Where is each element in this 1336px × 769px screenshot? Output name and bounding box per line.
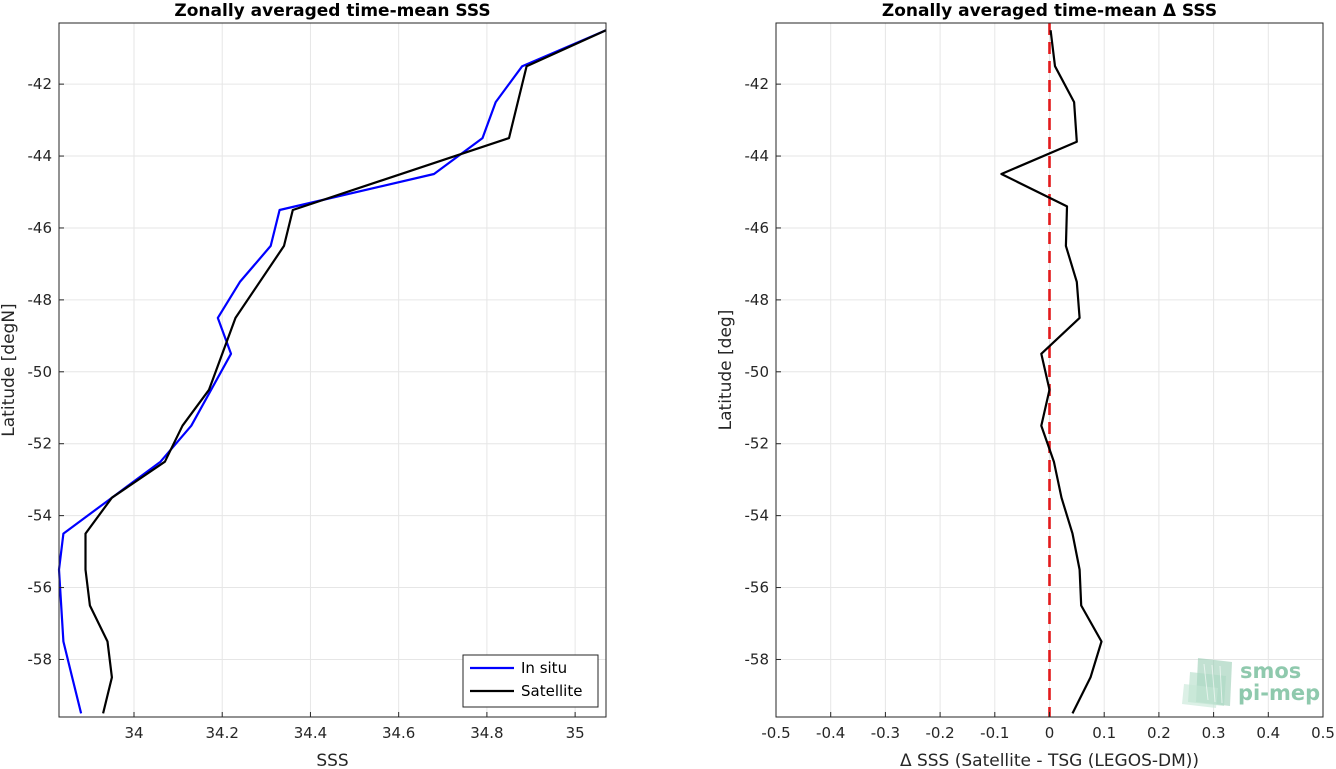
left-ticks: 34 34.2 34.4 34.6 34.8 35 -42 -44 -46 -48 -50 -52 -5… [28,75,585,742]
x-tick-label: -0.1 [980,724,1009,742]
series-line-in-situ [57,29,607,714]
logo-text-pi-mep: pi-mep [1238,681,1320,705]
y-tick-label: -56 [28,579,53,597]
right-ticks: -0.5 -0.4 -0.3 -0.2 -0.1 0 0.1 0.2 0.3 0.4 0.5 -42 -… [745,75,1335,742]
series-line-delta-sss [1000,30,1103,714]
right-x-axis-label: Δ SSS (Satellite - TSG (LEGOS-DM)) [900,751,1199,769]
x-tick-label: -0.3 [871,724,900,742]
x-tick-label: 0.4 [1256,724,1280,742]
logo-wave-icon [1182,658,1232,708]
left-grid [59,23,606,717]
y-tick-label: -44 [745,147,770,165]
y-tick-label: -58 [28,650,53,668]
legend-box [462,654,599,708]
x-tick-label: 34 [124,724,143,742]
left-plot-area [59,23,606,717]
left-x-axis-label: SSS [316,751,348,769]
logo-text-smos: smos [1240,659,1301,683]
x-tick-label: 0.5 [1311,724,1335,742]
legend-label-satellite: Satellite [521,682,582,700]
x-tick-label: 35 [566,724,585,742]
series-line-satellite [84,29,607,714]
y-tick-label: -54 [28,507,53,525]
y-tick-label: -42 [28,75,53,93]
right-chart-title: Zonally averaged time-mean Δ SSS [882,1,1217,21]
left-chart: 34 34.2 34.4 34.6 34.8 35 -42 -44 -46 -48 -50 -52 -5… [0,1,607,769]
y-tick-label: -48 [745,291,770,309]
left-series-group [57,29,607,714]
y-tick-label: -50 [745,363,770,381]
y-tick-label: -54 [745,507,770,525]
legend: In situ Satellite [462,654,599,708]
x-tick-label: 0.2 [1147,724,1171,742]
left-chart-title: Zonally averaged time-mean SSS [174,1,490,21]
x-tick-label: -0.2 [925,724,954,742]
right-chart: -0.5 -0.4 -0.3 -0.2 -0.1 0 0.1 0.2 0.3 0.4 0.5 -42 -… [716,1,1335,769]
x-tick-label: 34.8 [470,724,503,742]
y-tick-label: -56 [745,579,770,597]
x-tick-label: 34.6 [382,724,415,742]
y-tick-label: -50 [28,363,53,381]
x-tick-label: 0.3 [1202,724,1226,742]
y-tick-label: -58 [745,650,770,668]
x-tick-label: -0.5 [761,724,790,742]
left-y-axis-label: Latitude [degN] [0,303,19,436]
x-tick-label: 0 [1045,724,1055,742]
x-tick-label: 34.2 [206,724,239,742]
y-tick-label: -48 [28,291,53,309]
x-tick-label: 0.1 [1092,724,1116,742]
right-y-axis-label: Latitude [deg] [716,310,736,431]
smos-pi-mep-logo: smos pi-mep [1182,658,1320,708]
right-series-group [1000,30,1103,714]
y-tick-label: -46 [28,219,53,237]
left-axes-frame [58,22,607,718]
y-tick-label: -52 [745,435,770,453]
x-tick-label: 34.4 [294,724,327,742]
y-tick-label: -52 [28,435,53,453]
y-tick-label: -46 [745,219,770,237]
legend-label-in-situ: In situ [521,659,567,677]
y-tick-label: -42 [745,75,770,93]
y-tick-label: -44 [28,147,53,165]
x-tick-label: -0.4 [816,724,845,742]
